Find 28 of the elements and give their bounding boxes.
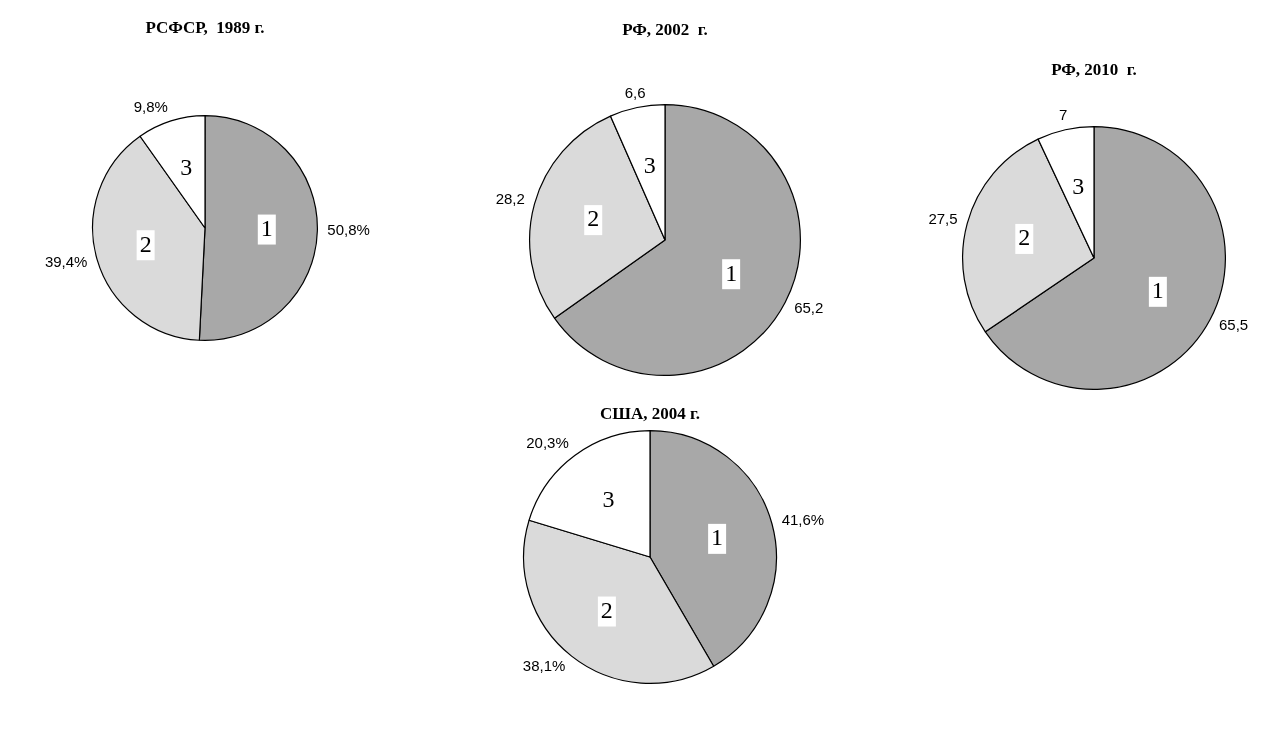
- chart-title: РСФСР, 1989 г.: [145, 18, 265, 38]
- data-label: 65,2: [794, 298, 824, 316]
- chart-title: РФ, 2002 г.: [622, 20, 708, 40]
- slice-label: 1: [260, 214, 273, 241]
- data-label: 39,4%: [44, 253, 88, 271]
- slice-label: 1: [725, 259, 738, 286]
- data-label: 41,6%: [781, 510, 825, 528]
- slice-label: 3: [180, 154, 193, 181]
- slice-label: 2: [587, 205, 600, 232]
- slice-label: 2: [600, 596, 613, 623]
- data-label: 50,8%: [327, 221, 370, 239]
- data-label: 7: [1058, 106, 1068, 124]
- data-label: 20,3%: [526, 434, 569, 452]
- slice-label: 2: [139, 230, 152, 257]
- data-label: 27,5: [928, 209, 958, 227]
- slice-label: 3: [602, 486, 615, 513]
- data-label: 9,8%: [133, 97, 168, 115]
- data-label: 28,2: [495, 190, 525, 208]
- slice-label: 1: [711, 524, 724, 551]
- slice-label: 1: [1151, 277, 1164, 304]
- chart-title: США, 2004 г.: [599, 404, 701, 424]
- slice-label: 2: [1018, 224, 1031, 251]
- data-label: 38,1%: [522, 657, 566, 675]
- chart-title: РФ, 2010 г.: [1051, 60, 1137, 80]
- slice-label: 3: [1072, 172, 1085, 199]
- data-label: 6,6: [624, 83, 646, 101]
- slice-label: 3: [643, 152, 656, 179]
- data-label: 65,5: [1218, 316, 1249, 334]
